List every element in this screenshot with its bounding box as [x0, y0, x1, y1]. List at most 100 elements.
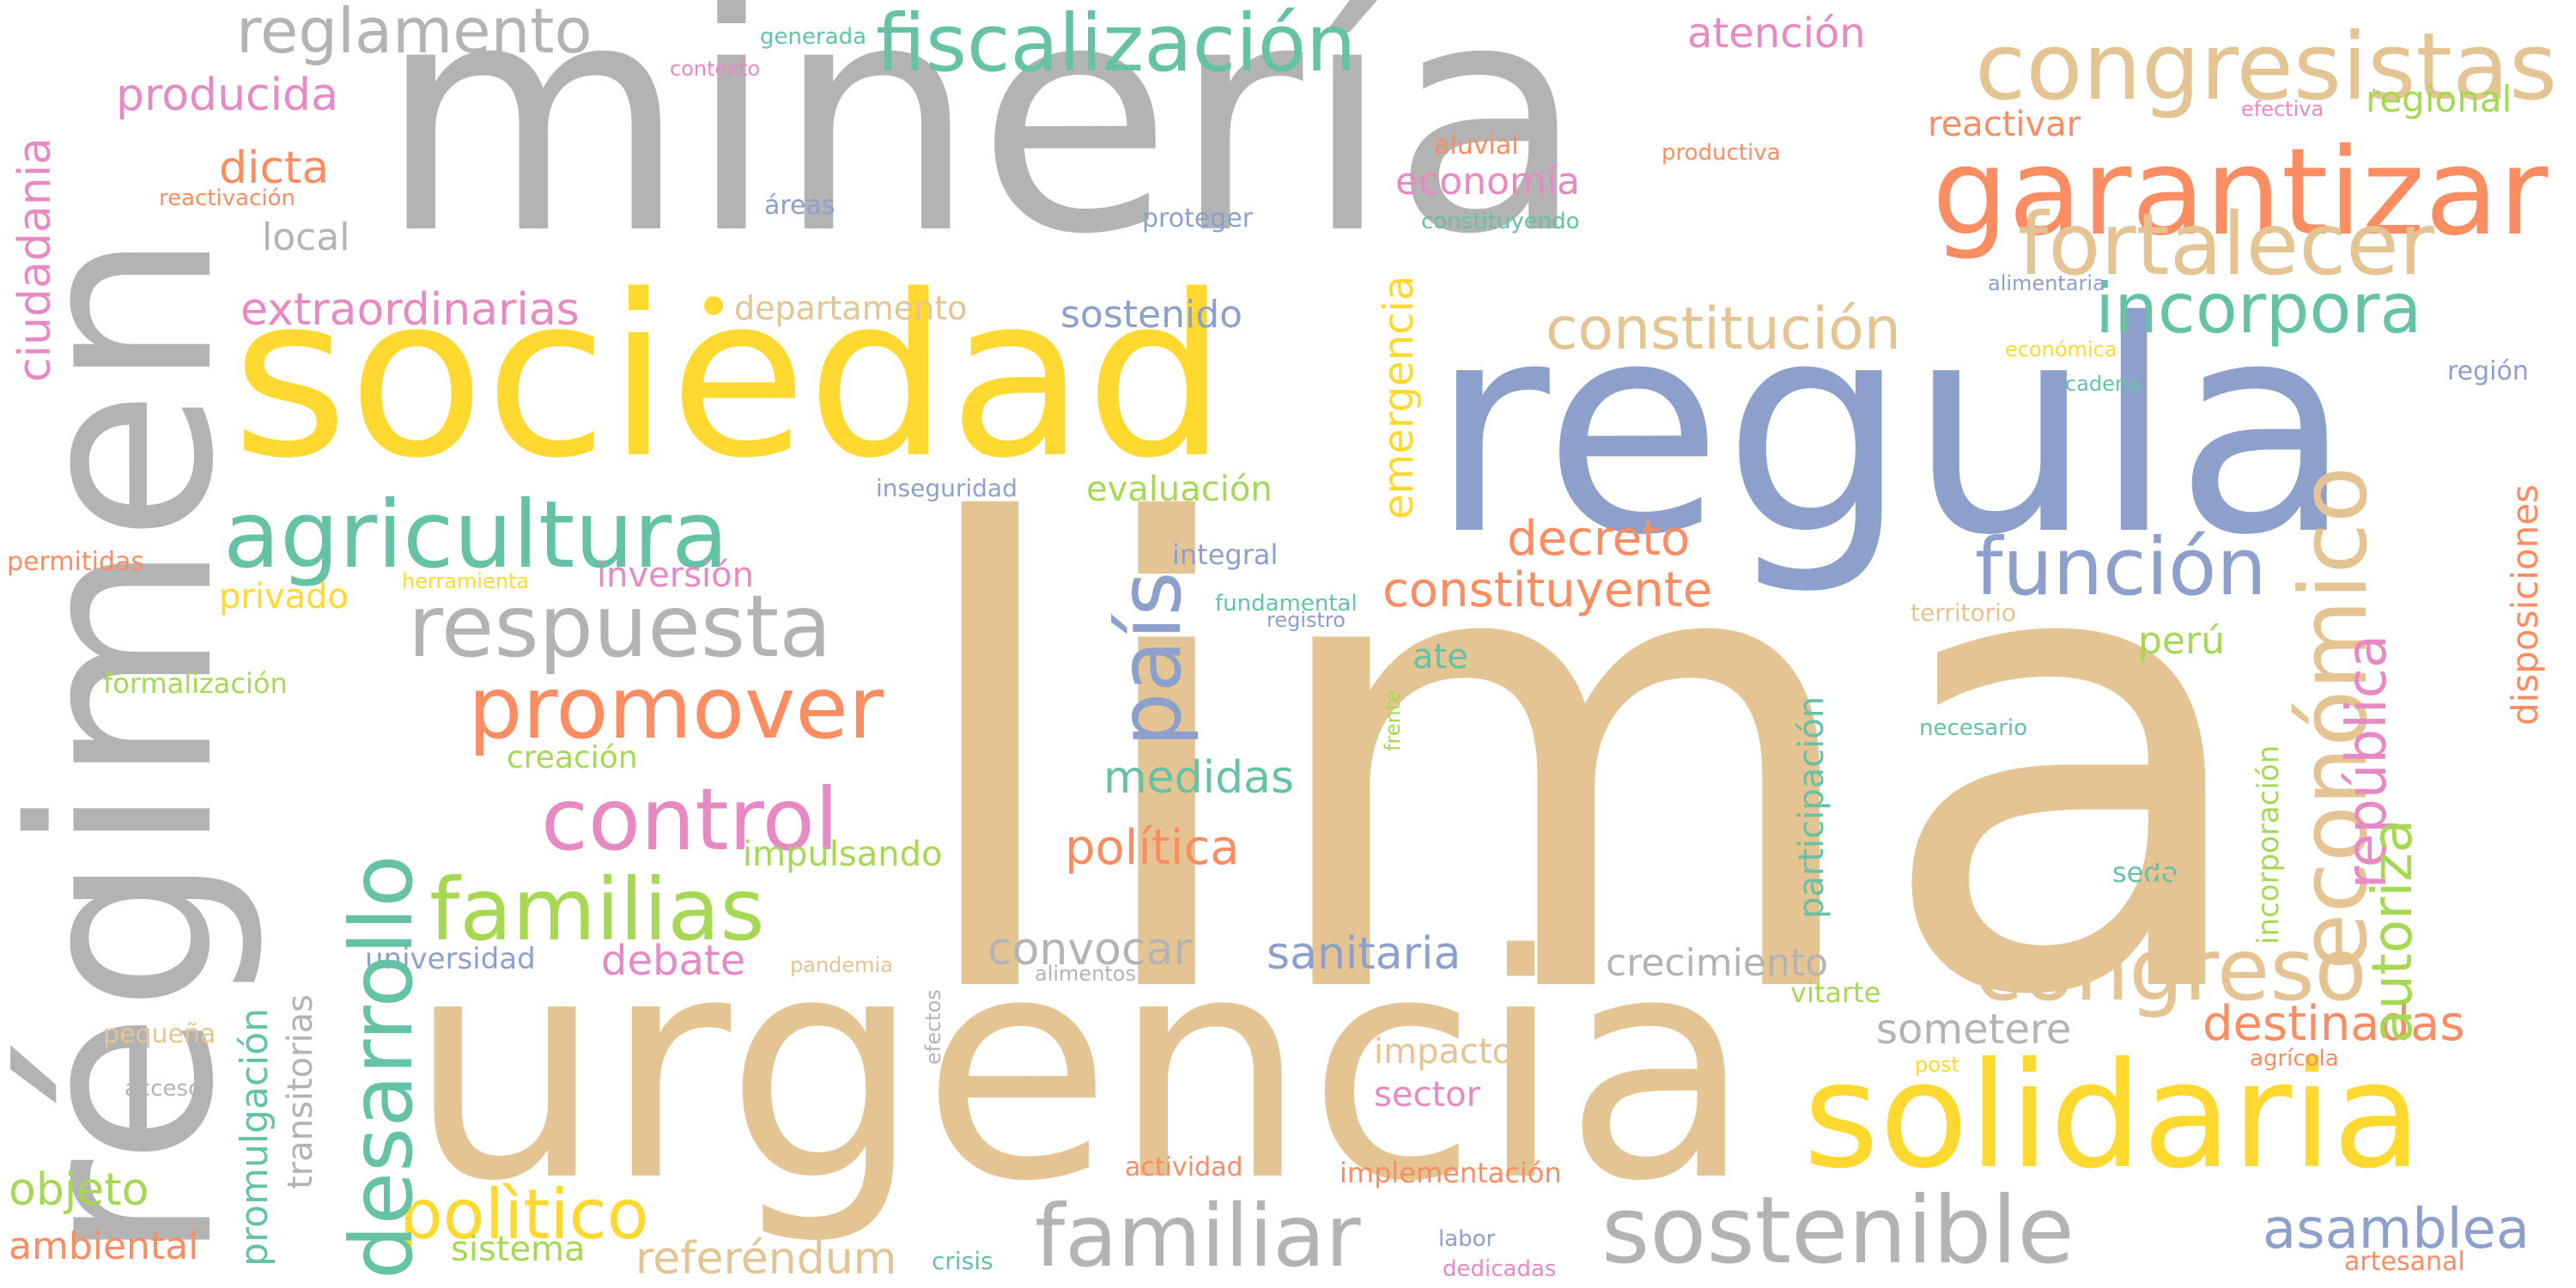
word-labor: labor	[1438, 1226, 1496, 1252]
word-inseguridad: inseguridad	[876, 474, 1018, 502]
word-constitución: constitución	[1546, 295, 1901, 363]
word-producida: producida	[116, 70, 338, 121]
word-pandemia: pandemia	[790, 953, 893, 977]
word-necesario: necesario	[1919, 715, 2028, 741]
word-sociedad: sociedad	[232, 248, 1228, 507]
word-constituyendo: constituyendo	[1421, 209, 1580, 234]
word-ambiental: ambiental	[9, 1224, 199, 1268]
word-agricultura: agricultura	[223, 482, 729, 589]
word-local: local	[262, 216, 350, 259]
word-sometere: sometere	[1876, 1005, 2072, 1054]
word-desarrollo: desarrollo	[331, 854, 432, 1279]
word-productiva: productiva	[1662, 140, 1781, 166]
word-herramienta: herramienta	[402, 569, 530, 593]
word-medidas: medidas	[1103, 752, 1295, 804]
word-generada: generada	[760, 24, 867, 50]
word-país: país	[1100, 571, 1200, 747]
word-sostenible: sostenible	[1601, 1177, 2075, 1285]
word-efectiva: efectiva	[2241, 97, 2324, 121]
word-política: política	[1065, 820, 1240, 876]
word-atención: atención	[1687, 9, 1866, 58]
word-reactivar: reactivar	[1928, 105, 2081, 144]
word-congresistas: congresistas	[1975, 14, 2558, 121]
word-control: control	[541, 769, 839, 870]
word-urgencia: urgencia	[408, 889, 1753, 1249]
word-fiscalización: fiscalización	[876, 0, 1357, 89]
word-disposiciones: disposiciones	[2504, 484, 2546, 726]
word-inversión: inversión	[597, 556, 754, 595]
word-extraordinarias: extraordinarias	[240, 284, 580, 336]
word-sostenido: sostenido	[1060, 293, 1243, 337]
word-sanitaria: sanitaria	[1267, 928, 1461, 980]
word-promover: promover	[468, 658, 884, 758]
word-asamblea: asamblea	[2263, 1198, 2530, 1261]
word-crecimiento: crecimiento	[1606, 941, 1829, 985]
word-permitidas: permitidas	[7, 547, 145, 577]
word-familias: familias	[429, 860, 765, 960]
word-contexto: contexto	[670, 57, 761, 81]
word-territorio: territorio	[1911, 598, 2017, 627]
word-constituyente: constituyente	[1382, 562, 1713, 618]
word-familiar: familiar	[1035, 1186, 1361, 1286]
word-régimen: régimen	[0, 231, 269, 1262]
word-regional: regional	[2366, 78, 2512, 120]
word-actividad: actividad	[1125, 1152, 1243, 1182]
word-minería: minería	[378, 0, 1587, 304]
word-transitorias: transitorias	[281, 993, 320, 1189]
word-vitarte: vitarte	[1790, 976, 1881, 1009]
word-sistema: sistema	[451, 1230, 586, 1269]
word-respuesta: respuesta	[408, 576, 832, 677]
word-lima: lima	[902, 394, 2263, 1134]
word-evaluación: evaluación	[1086, 470, 1273, 509]
word-reglamento: reglamento	[236, 0, 592, 67]
word-reactivación: reactivación	[159, 185, 295, 211]
word-impacto: impacto	[1374, 1032, 1514, 1072]
word-creación: creación	[507, 740, 638, 775]
word-consulta: consulta	[2135, 729, 2186, 919]
word-función: función	[1975, 521, 2267, 613]
word-dicta: dicta	[219, 143, 330, 194]
word-alimentaria: alimentaria	[1988, 271, 2105, 295]
word-alimentos: alimentos	[1035, 962, 1136, 986]
word-perú: perú	[2138, 619, 2225, 663]
word-artesanal: artesanal	[2344, 1247, 2465, 1277]
word-crisis: crisis	[932, 1247, 993, 1275]
word-ate: ate	[1413, 637, 1468, 677]
word-regula: regula	[1430, 259, 2354, 599]
word-acceso: acceso	[125, 1076, 202, 1102]
word-decreto: decreto	[1507, 511, 1691, 567]
word-áreas: áreas	[764, 191, 835, 221]
word-referéndum: referéndum	[635, 1233, 897, 1285]
word-agrícola: agrícola	[2250, 1046, 2339, 1072]
word-universidad: universidad	[365, 942, 536, 976]
word-ciudadania: ciudadania	[9, 137, 61, 382]
word-emergencia: emergencia	[1375, 275, 1423, 519]
word-registro: registro	[1267, 608, 1346, 632]
word-debate: debate	[601, 937, 746, 985]
word-post: post	[1915, 1053, 1959, 1077]
word-integral: integral	[1172, 538, 1279, 571]
word-región: región	[2447, 356, 2529, 386]
word-económica: económica	[2005, 337, 2117, 361]
word-político: polìtico	[399, 1175, 649, 1255]
word-garantizar: garantizar	[1932, 123, 2549, 263]
word-incorpora: incorpora	[2095, 269, 2422, 349]
word-destinadas: destinadas	[2202, 996, 2465, 1052]
word-convocar: convocar	[987, 924, 1192, 975]
word-privado: privado	[219, 577, 349, 617]
word-pequeña: pequeña	[103, 1019, 216, 1049]
word-economía: economía	[1395, 160, 1581, 204]
word-promulgación: promulgación	[233, 1007, 276, 1267]
word-efectos: efectos	[921, 989, 945, 1065]
word-sector: sector	[1374, 1075, 1481, 1115]
word-fundamental: fundamental	[1215, 591, 1358, 617]
decorative-dot-dot2	[1541, 940, 1558, 957]
word-objeto: objeto	[9, 1164, 149, 1216]
word-congreso: congreso	[1975, 920, 2367, 1020]
word-dedicadas: dedicadas	[1443, 1256, 1557, 1282]
word-implementación: implementación	[1340, 1157, 1562, 1189]
word-impulsando: impulsando	[743, 835, 943, 874]
word-cadena: cadena	[2065, 372, 2141, 396]
decorative-dot-dot1	[704, 296, 723, 315]
word-aluvial: aluvial	[1434, 131, 1519, 161]
